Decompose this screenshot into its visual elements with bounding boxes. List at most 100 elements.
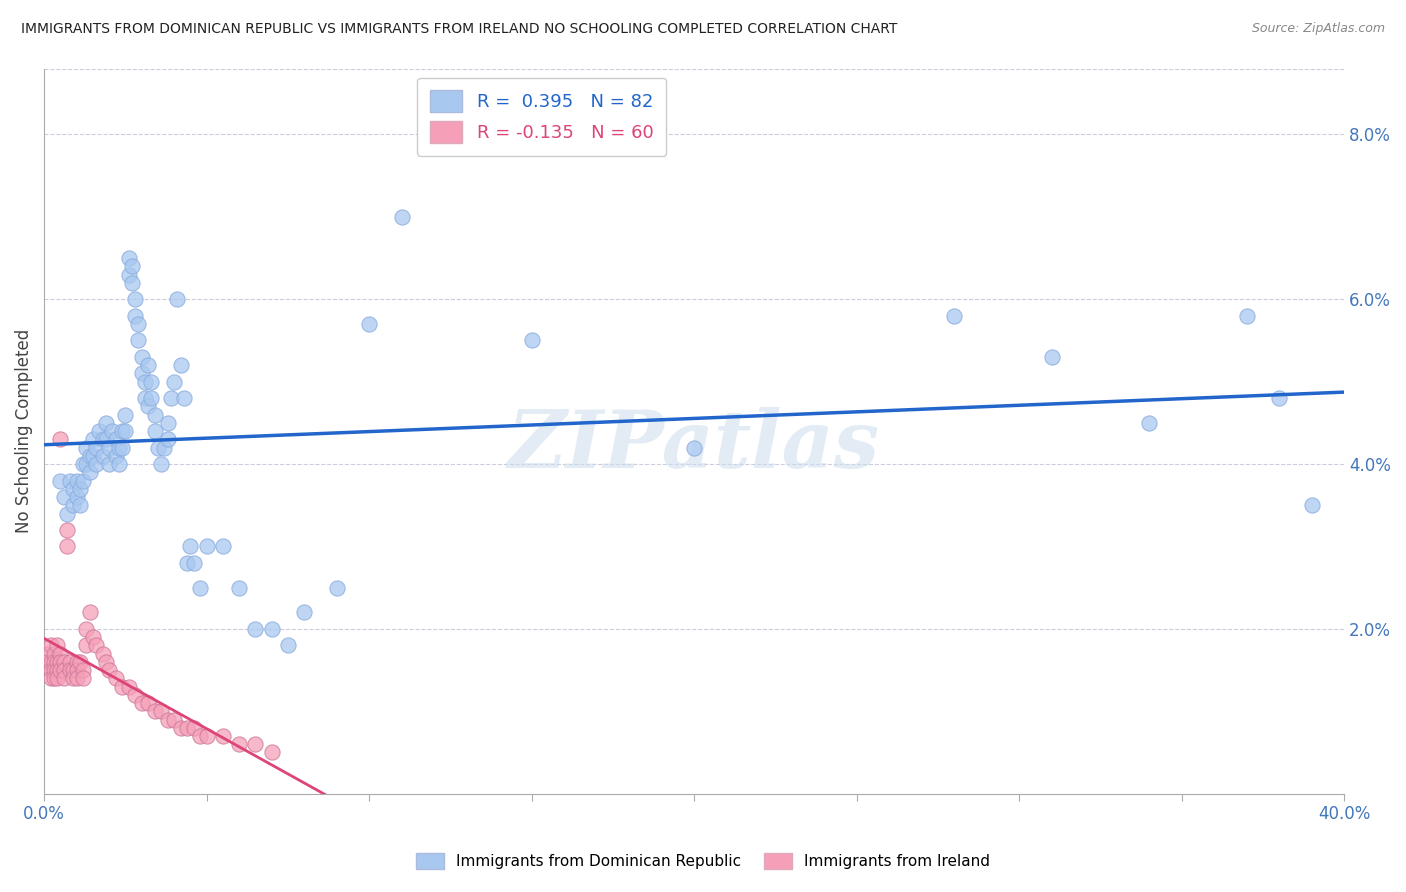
Point [1236, 309, 1258, 323]
Point [260, 622, 283, 636]
Point [108, 457, 131, 471]
Point [69, 655, 91, 669]
Point [37, 647, 59, 661]
Point [141, 375, 163, 389]
Point [42, 655, 65, 669]
Point [104, 449, 127, 463]
Point [39, 655, 62, 669]
Text: ZIPatlas: ZIPatlas [508, 407, 880, 484]
Point [42, 647, 65, 661]
Point [124, 292, 146, 306]
Point [143, 424, 166, 438]
Point [84, 457, 107, 471]
Point [212, 729, 235, 743]
Point [72, 457, 94, 471]
Point [98, 457, 121, 471]
Point [79, 606, 101, 620]
Point [72, 663, 94, 677]
Point [52, 490, 75, 504]
Point [176, 721, 198, 735]
Point [62, 663, 84, 677]
Point [124, 688, 146, 702]
Y-axis label: No Schooling Completed: No Schooling Completed [15, 329, 32, 533]
Point [46, 663, 69, 677]
Point [111, 424, 134, 438]
Point [39, 671, 62, 685]
Point [163, 713, 186, 727]
Point [136, 400, 159, 414]
Point [46, 671, 69, 685]
Point [150, 457, 173, 471]
Point [169, 358, 191, 372]
Point [134, 375, 156, 389]
Point [49, 647, 72, 661]
Point [65, 490, 87, 504]
Point [59, 474, 82, 488]
Point [62, 482, 84, 496]
Point [46, 638, 69, 652]
Point [104, 671, 127, 685]
Text: IMMIGRANTS FROM DOMINICAN REPUBLIC VS IMMIGRANTS FROM IRELAND NO SCHOOLING COMPL: IMMIGRANTS FROM DOMINICAN REPUBLIC VS IM… [21, 22, 897, 37]
Point [49, 433, 72, 447]
Point [245, 622, 267, 636]
Point [228, 737, 250, 751]
Point [49, 655, 72, 669]
Point [84, 441, 107, 455]
Point [943, 309, 966, 323]
Point [131, 696, 153, 710]
Point [127, 317, 149, 331]
Point [49, 474, 72, 488]
Point [150, 704, 173, 718]
Point [59, 663, 82, 677]
Point [72, 671, 94, 685]
Point [56, 540, 79, 554]
Point [325, 581, 347, 595]
Point [117, 680, 139, 694]
Point [391, 210, 413, 224]
Point [166, 292, 188, 306]
Legend: Immigrants from Dominican Republic, Immigrants from Ireland: Immigrants from Dominican Republic, Immi… [411, 847, 995, 875]
Point [195, 729, 218, 743]
Point [131, 367, 153, 381]
Point [94, 433, 117, 447]
Point [101, 424, 124, 438]
Point [69, 498, 91, 512]
Point [153, 441, 176, 455]
Point [56, 523, 79, 537]
Point [173, 391, 195, 405]
Point [136, 358, 159, 372]
Point [134, 391, 156, 405]
Point [75, 457, 97, 471]
Point [1301, 498, 1323, 512]
Point [52, 671, 75, 685]
Point [114, 408, 136, 422]
Point [49, 663, 72, 677]
Point [117, 268, 139, 282]
Point [520, 334, 543, 348]
Point [127, 334, 149, 348]
Point [156, 713, 179, 727]
Point [121, 276, 143, 290]
Point [136, 696, 159, 710]
Point [39, 663, 62, 677]
Point [260, 746, 283, 760]
Point [124, 309, 146, 323]
Point [84, 638, 107, 652]
Point [79, 465, 101, 479]
Point [69, 482, 91, 496]
Point [98, 663, 121, 677]
Legend: R =  0.395   N = 82, R = -0.135   N = 60: R = 0.395 N = 82, R = -0.135 N = 60 [418, 78, 666, 156]
Point [1137, 416, 1160, 430]
Point [359, 317, 381, 331]
Point [62, 671, 84, 685]
Point [79, 449, 101, 463]
Point [163, 375, 186, 389]
Point [146, 441, 169, 455]
Point [52, 663, 75, 677]
Point [111, 680, 134, 694]
Point [143, 408, 166, 422]
Point [59, 655, 82, 669]
Point [212, 540, 235, 554]
Point [42, 671, 65, 685]
Point [104, 433, 127, 447]
